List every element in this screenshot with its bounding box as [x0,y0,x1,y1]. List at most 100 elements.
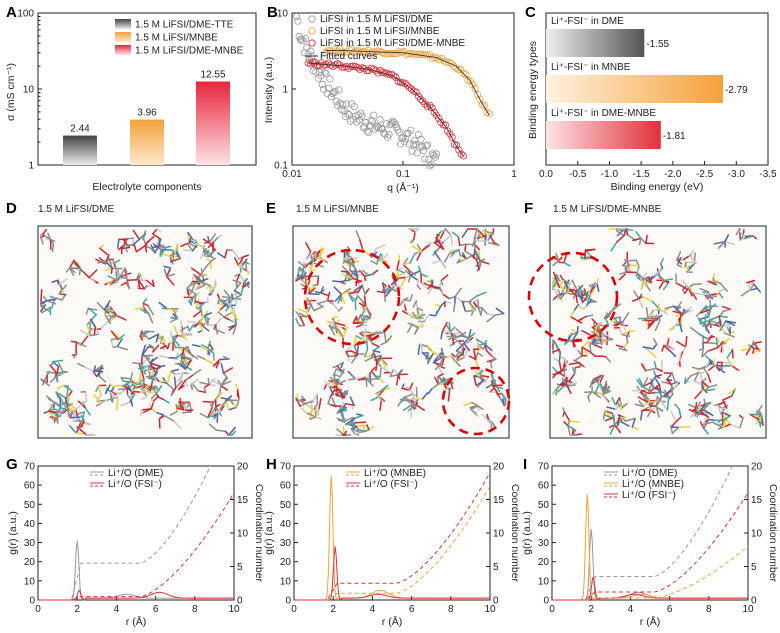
molecule-bond [375,244,386,250]
molecule-bond [552,259,560,267]
molecule-bond [752,347,755,354]
molecule-bond [416,279,419,287]
molecule-bond [307,259,317,266]
molecule-bond [423,314,430,323]
molecule-bond [170,370,176,376]
molecule-bond [412,300,418,308]
molecule-bond [47,410,57,419]
molecule-bond [220,363,225,374]
molecule-bond [222,355,230,360]
molecule-bond [678,408,682,418]
molecule-bond [691,291,702,295]
molecule-bond [347,290,358,295]
molecule-bond [151,395,160,403]
molecule-bond [428,242,436,245]
molecule-bond [641,317,649,322]
b-data-point [321,69,329,77]
molecule-bond [611,396,617,406]
molecule-bond [739,417,744,429]
c-category-label: Li⁺-FSI⁻ in DME-MNBE [551,108,656,119]
molecule-bond [599,336,606,343]
molecule-bond [88,276,96,282]
molecule-bond [695,310,703,317]
b-data-point [301,35,310,43]
c-x-tick-label: 0.0 [539,169,553,180]
molecule-bond [476,291,487,297]
b-data-point [421,100,429,108]
molecule-bond [416,250,423,261]
molecule-bond [556,274,560,282]
molecule-bond [618,272,627,281]
molecule-bond [229,299,234,307]
molecule-bond [197,390,207,394]
molecule-bond [748,287,757,292]
molecule-bond [215,403,221,408]
molecule-bond [110,337,121,341]
b-points [292,13,493,170]
molecule-bond [140,308,150,315]
molecule-bond [347,256,352,264]
molecule-bond [403,393,414,399]
c-x-tick-label: -3.0 [728,169,746,180]
molecule-bond [709,359,713,366]
a-bar-value-label: 2.44 [70,124,90,135]
molecule-bond [407,268,416,276]
molecule-bond [350,374,357,380]
molecule-bond [644,282,651,292]
b-data-point [333,47,341,55]
molecule-bond [137,278,141,288]
b-data-point [382,120,390,128]
molecule-bond [449,326,456,333]
molecule-bond [657,272,665,282]
molecule-bond [158,418,161,429]
molecule-bond [55,391,61,399]
molecule-bond [343,324,347,331]
b-data-point [331,87,339,95]
b-data-point [435,114,443,122]
molecule-bond [165,382,175,390]
molecule-bond [328,324,336,336]
molecule-bond [418,317,424,327]
b-data-point [388,49,396,58]
molecule-bond [454,360,461,367]
b-data-point [417,135,425,143]
molecule-bond [581,341,590,348]
b-legend-marker [308,39,316,47]
molecule-bond [48,410,59,414]
b-data-point [350,102,358,111]
rdf-cn-curve [552,546,749,601]
molecule-bond [385,335,393,343]
molecule-bond [120,401,131,407]
molecule-bond [153,365,160,377]
molecule-bond [296,398,306,405]
b-data-point [322,70,330,78]
molecule-bond [237,261,245,267]
molecule-bond [318,398,322,411]
e-cluster-circle-2 [441,366,511,436]
molecule-bond [199,345,209,351]
molecule-bond [163,265,172,269]
molecule-bond [150,402,154,410]
c-bar-value-label: -2.79 [725,85,748,96]
molecule-bond [365,334,374,345]
molecule-bond [202,238,211,244]
molecule-bond [678,312,682,323]
molecule-bond [363,328,367,338]
molecule-bond [336,406,343,414]
rdf-x-tick-label: 6 [409,604,415,615]
molecule-bond [190,378,199,385]
molecule-bond [568,331,579,337]
molecule-bond [138,233,147,241]
rdf-y2-tick-label: 20 [493,462,505,473]
b-data-point [360,123,369,131]
molecule-bond [81,400,88,406]
molecule-bond [440,300,446,307]
molecule-bond [466,339,473,344]
molecule-bond [157,246,167,249]
molecule-bond [122,238,130,249]
molecule-bond [335,379,347,386]
molecule-bond [661,344,665,352]
molecule-bond [402,299,406,307]
molecule-bond [206,348,214,351]
